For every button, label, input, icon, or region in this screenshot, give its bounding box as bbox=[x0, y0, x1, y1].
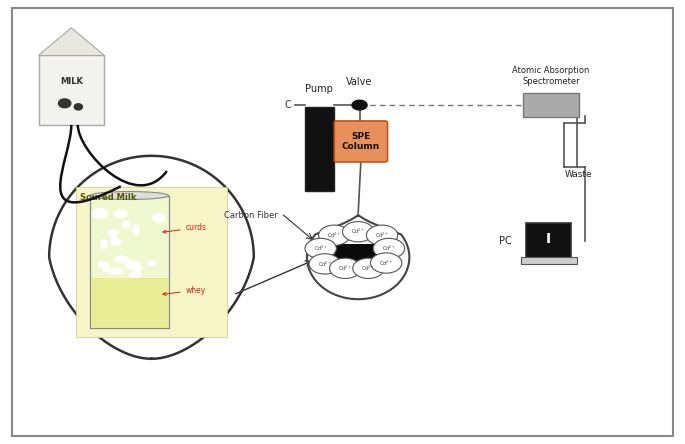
Text: Atomic Absorption
Spectrometer: Atomic Absorption Spectrometer bbox=[512, 66, 590, 86]
FancyBboxPatch shape bbox=[334, 121, 388, 162]
Text: Carbon Fiber: Carbon Fiber bbox=[223, 211, 277, 220]
Circle shape bbox=[353, 258, 384, 278]
Text: Cd$^{2+}$: Cd$^{2+}$ bbox=[382, 244, 396, 253]
Text: Pump: Pump bbox=[306, 84, 333, 94]
FancyBboxPatch shape bbox=[90, 278, 169, 328]
Ellipse shape bbox=[109, 267, 123, 275]
FancyBboxPatch shape bbox=[39, 55, 103, 125]
Text: C: C bbox=[284, 100, 291, 110]
Polygon shape bbox=[307, 215, 410, 299]
Ellipse shape bbox=[133, 225, 140, 235]
Text: Cd$^{2+}$: Cd$^{2+}$ bbox=[379, 258, 393, 268]
Ellipse shape bbox=[129, 271, 142, 278]
Circle shape bbox=[305, 238, 336, 258]
Ellipse shape bbox=[92, 209, 108, 219]
Text: whey: whey bbox=[163, 285, 206, 295]
Circle shape bbox=[371, 253, 402, 273]
Ellipse shape bbox=[90, 191, 169, 199]
Text: I: I bbox=[546, 232, 551, 246]
Text: Waste: Waste bbox=[564, 170, 592, 179]
Text: curds: curds bbox=[163, 223, 207, 233]
Ellipse shape bbox=[100, 239, 108, 250]
FancyBboxPatch shape bbox=[325, 244, 392, 273]
Text: Valve: Valve bbox=[347, 77, 373, 87]
Ellipse shape bbox=[114, 210, 128, 218]
Text: Cd$^{2+}$: Cd$^{2+}$ bbox=[375, 230, 389, 240]
FancyBboxPatch shape bbox=[90, 195, 169, 328]
Ellipse shape bbox=[110, 236, 119, 246]
Circle shape bbox=[309, 254, 340, 274]
Text: Cd$^{2+}$: Cd$^{2+}$ bbox=[318, 259, 332, 269]
Ellipse shape bbox=[102, 262, 110, 272]
Ellipse shape bbox=[82, 97, 95, 106]
Circle shape bbox=[366, 225, 398, 246]
FancyBboxPatch shape bbox=[12, 8, 673, 436]
Polygon shape bbox=[39, 28, 103, 55]
Text: Soured Milk: Soured Milk bbox=[80, 193, 136, 202]
Text: Cd$^{2+}$: Cd$^{2+}$ bbox=[327, 230, 341, 240]
Ellipse shape bbox=[50, 97, 86, 114]
Text: Cd$^{2+}$: Cd$^{2+}$ bbox=[314, 244, 327, 253]
Ellipse shape bbox=[58, 99, 71, 108]
Ellipse shape bbox=[98, 261, 105, 268]
Text: Cd$^{2+}$: Cd$^{2+}$ bbox=[362, 264, 375, 273]
Ellipse shape bbox=[74, 104, 82, 110]
Ellipse shape bbox=[93, 208, 108, 214]
Polygon shape bbox=[49, 156, 254, 359]
Ellipse shape bbox=[114, 256, 129, 263]
FancyBboxPatch shape bbox=[77, 187, 227, 337]
Ellipse shape bbox=[108, 229, 118, 237]
Ellipse shape bbox=[110, 239, 122, 246]
Circle shape bbox=[352, 100, 367, 110]
Ellipse shape bbox=[124, 261, 141, 270]
Circle shape bbox=[319, 225, 350, 246]
FancyBboxPatch shape bbox=[526, 223, 571, 258]
Ellipse shape bbox=[153, 213, 166, 223]
Text: PC: PC bbox=[499, 235, 512, 246]
FancyBboxPatch shape bbox=[305, 107, 334, 191]
Ellipse shape bbox=[132, 265, 142, 272]
Ellipse shape bbox=[147, 260, 156, 266]
Text: MILK: MILK bbox=[60, 77, 83, 86]
Text: Cd$^{2+}$: Cd$^{2+}$ bbox=[351, 227, 365, 236]
Text: SPE
Column: SPE Column bbox=[342, 132, 380, 151]
Ellipse shape bbox=[327, 245, 389, 274]
Text: Cd$^{2+}$: Cd$^{2+}$ bbox=[338, 264, 352, 273]
FancyBboxPatch shape bbox=[523, 93, 579, 117]
Ellipse shape bbox=[122, 221, 131, 229]
FancyBboxPatch shape bbox=[521, 257, 577, 264]
Circle shape bbox=[329, 258, 361, 278]
Circle shape bbox=[342, 222, 374, 242]
Circle shape bbox=[373, 238, 405, 258]
